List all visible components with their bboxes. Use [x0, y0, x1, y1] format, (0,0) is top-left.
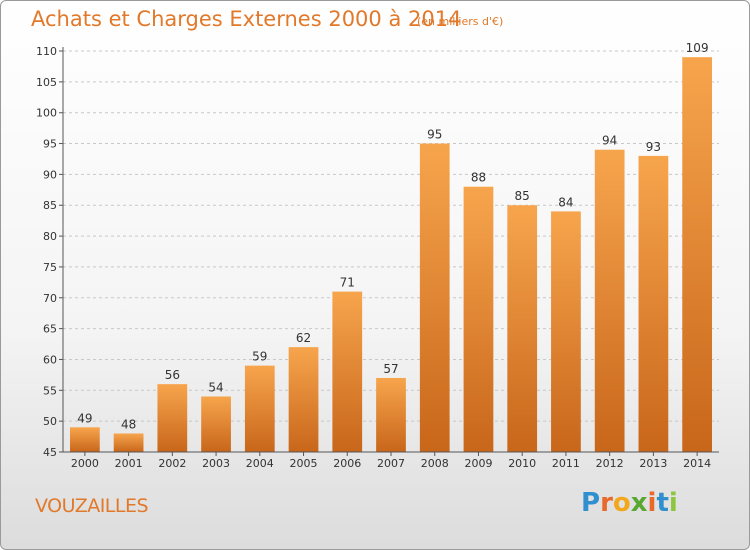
value-label-2000: 49 — [77, 411, 92, 425]
y-tick-label: 60 — [43, 353, 57, 366]
logo-letter: x — [630, 488, 648, 518]
value-label-2013: 93 — [646, 140, 661, 154]
bars — [69, 57, 713, 453]
value-label-2005: 62 — [296, 331, 311, 345]
bar-2004 — [244, 365, 275, 452]
x-tick-label-2010: 2010 — [508, 457, 536, 470]
logo-letter: i — [647, 488, 657, 518]
value-label-2011: 84 — [558, 195, 573, 209]
bar-2002 — [157, 384, 188, 452]
x-tick-label-2011: 2011 — [552, 457, 580, 470]
bar-2005 — [288, 347, 319, 452]
value-label-2009: 88 — [471, 171, 486, 185]
x-tick-label-2000: 2000 — [71, 457, 99, 470]
bar-2009 — [463, 186, 494, 452]
y-tick-label: 80 — [43, 230, 57, 243]
x-tick-label-2004: 2004 — [246, 457, 274, 470]
y-tick-label: 90 — [43, 168, 57, 181]
bar-2010 — [507, 205, 538, 452]
commune-name: VOUZAILLES — [35, 495, 149, 517]
value-label-2006: 71 — [340, 276, 355, 290]
x-tick-label-2014: 2014 — [683, 457, 711, 470]
proxiti-logo: Proxiti — [581, 488, 678, 518]
value-label-2012: 94 — [602, 134, 617, 148]
value-label-2002: 56 — [165, 368, 180, 382]
x-tick-label-2012: 2012 — [596, 457, 624, 470]
x-tick-label-2005: 2005 — [290, 457, 318, 470]
x-tick-label-2007: 2007 — [377, 457, 405, 470]
y-tick-label: 45 — [43, 446, 57, 459]
x-tick-label-2001: 2001 — [115, 457, 143, 470]
x-tick-label-2003: 2003 — [202, 457, 230, 470]
x-tick-label-2013: 2013 — [639, 457, 667, 470]
value-label-2007: 57 — [383, 362, 398, 376]
x-tick-label-2002: 2002 — [158, 457, 186, 470]
value-label-2008: 95 — [427, 128, 442, 142]
logo-letter: r — [600, 488, 613, 518]
logo-letter: o — [612, 488, 631, 518]
y-tick-label: 50 — [43, 415, 57, 428]
x-tick-label-2006: 2006 — [333, 457, 361, 470]
x-tick-label-2008: 2008 — [421, 457, 449, 470]
axes — [59, 47, 719, 456]
bar-2003 — [201, 396, 231, 452]
bar-2013 — [638, 155, 669, 452]
y-tick-label: 75 — [43, 261, 57, 274]
value-label-2001: 48 — [121, 417, 136, 431]
bar-2006 — [332, 291, 363, 452]
y-tick-label: 55 — [43, 384, 57, 397]
logo-letter: t — [656, 488, 669, 518]
y-tick-label: 110 — [36, 45, 57, 58]
y-tick-label: 70 — [43, 292, 57, 305]
logo-letter: i — [668, 488, 678, 518]
value-label-2003: 54 — [208, 380, 223, 394]
chart-title: Achats et Charges Externes 2000 à 2014 — [31, 7, 462, 31]
bar-2011 — [551, 211, 581, 452]
y-tick-label: 105 — [36, 76, 57, 89]
bar-2008 — [419, 143, 450, 453]
y-tick-label: 85 — [43, 199, 57, 212]
bar-2000 — [69, 427, 100, 452]
y-tick-label: 95 — [43, 138, 57, 151]
y-tick-label: 65 — [43, 323, 57, 336]
logo-letter: P — [581, 488, 601, 518]
bar-2001 — [113, 433, 144, 452]
value-label-2010: 85 — [515, 189, 530, 203]
bar-2007 — [376, 377, 406, 452]
bar-2014 — [682, 57, 713, 453]
value-label-2004: 59 — [252, 350, 267, 364]
x-tick-label-2009: 2009 — [464, 457, 492, 470]
value-label-2014: 109 — [686, 41, 709, 55]
y-tick-label: 100 — [36, 107, 57, 120]
bar-2012 — [594, 149, 625, 452]
labels: 45 50 55 60 65 70 75 80 85 90 95 100 105 110 49 2000 48 2… — [36, 41, 711, 470]
chart-subtitle: (en milliers d'€) — [417, 15, 504, 28]
